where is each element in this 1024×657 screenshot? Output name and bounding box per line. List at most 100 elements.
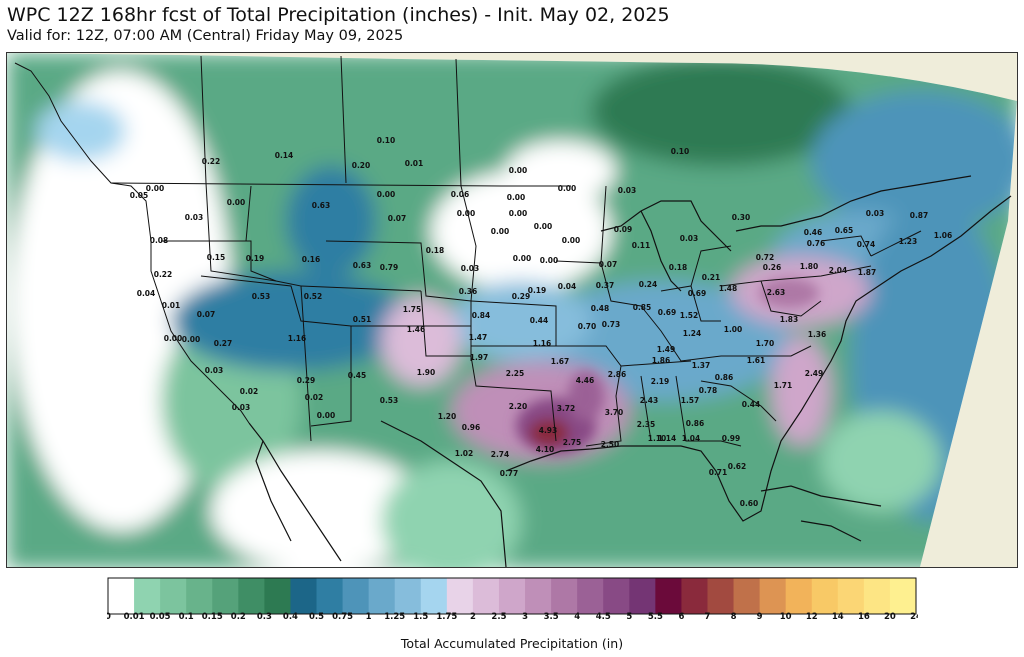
precip-value-label: 2.74 xyxy=(491,450,510,459)
precip-value-label: 0.05 xyxy=(130,191,149,200)
colorbar-tick-label: 1.75 xyxy=(436,612,457,620)
colorbar-swatch xyxy=(733,578,761,614)
precip-value-label: 0.86 xyxy=(686,419,705,428)
precip-value-label: 0.69 xyxy=(688,289,707,298)
precip-value-label: 0.71 xyxy=(709,468,728,477)
precip-value-label: 0.29 xyxy=(512,292,531,301)
precip-value-label: 2.63 xyxy=(767,288,786,297)
precip-value-label: 0.99 xyxy=(722,434,741,443)
precip-value-label: 0.00 xyxy=(509,209,528,218)
colorbar-swatch xyxy=(108,578,135,614)
state-borders xyxy=(14,55,922,447)
precip-value-label: 0.00 xyxy=(540,256,559,265)
precip-value-label: 0.07 xyxy=(197,310,216,319)
precip-value-label: 4.93 xyxy=(539,426,558,435)
precip-value-label: 0.96 xyxy=(462,423,481,432)
colorbar-tick-label: 20 xyxy=(884,612,896,620)
precip-value-label: 0.07 xyxy=(599,260,618,269)
precip-value-label: 0.19 xyxy=(528,286,547,295)
precip-value-label: 0.00 xyxy=(146,184,165,193)
precip-value-label: 0.00 xyxy=(562,236,581,245)
colorbar-tick-label: 9 xyxy=(757,612,763,620)
precip-value-label: 1.67 xyxy=(551,357,570,366)
precip-value-label: 0.65 xyxy=(835,226,854,235)
precip-value-label: 1.37 xyxy=(692,361,711,370)
colorbar-swatch xyxy=(316,578,344,614)
precip-value-label: 0.00 xyxy=(164,334,183,343)
precip-value-label: 0.00 xyxy=(509,166,528,175)
precip-value-label: 0.03 xyxy=(205,366,224,375)
colorbar-tick-label: 10 xyxy=(780,612,792,620)
colorbar-tick-label: 0.4 xyxy=(283,612,298,620)
precip-value-label: 0.11 xyxy=(632,241,651,250)
precip-value-label: 1.86 xyxy=(652,356,671,365)
precip-value-label: 0.73 xyxy=(602,320,621,329)
precip-value-label: 0.63 xyxy=(312,201,331,210)
precip-value-label: 1.14 xyxy=(658,434,677,443)
colorbar-swatch xyxy=(863,578,891,614)
colorbar-tick-label: 4.5 xyxy=(596,612,611,620)
precip-value-label: 2.04 xyxy=(829,266,848,275)
colorbar-tick-label: 16 xyxy=(858,612,870,620)
precip-value-label: 0.03 xyxy=(232,403,251,412)
colorbar-swatch xyxy=(837,578,865,614)
precip-value-label: 0.10 xyxy=(377,136,396,145)
colorbar-tick-label: 0.15 xyxy=(202,612,223,620)
precip-value-label: 0.00 xyxy=(182,335,201,344)
precip-value-label: 0.48 xyxy=(591,304,610,313)
precip-value-label: 1.24 xyxy=(683,329,702,338)
precip-value-label: 0.22 xyxy=(154,270,173,279)
colorbar-swatch xyxy=(394,578,422,614)
precip-value-label: 0.01 xyxy=(162,301,181,310)
precip-value-label: 0.09 xyxy=(614,225,633,234)
colorbar-tick-label: 6 xyxy=(678,612,684,620)
colorbar-swatch xyxy=(160,578,187,614)
precip-value-label: 1.04 xyxy=(682,434,701,443)
precipitation-value-labels: 0.100.220.140.20 0.010.100.000.00 0.030.00… xyxy=(130,136,953,508)
precip-value-label: 1.80 xyxy=(800,262,819,271)
precip-value-label: 0.72 xyxy=(756,253,775,262)
colorbar-swatch xyxy=(290,578,318,614)
precip-value-label: 0.24 xyxy=(639,280,658,289)
colorbar-swatch xyxy=(368,578,396,614)
precip-value-label: 0.01 xyxy=(405,159,424,168)
precip-value-label: 1.57 xyxy=(681,396,700,405)
precip-value-label: 0.53 xyxy=(252,292,271,301)
precip-value-label: 3.70 xyxy=(605,408,624,417)
colorbar-tick-label: 1.5 xyxy=(413,612,428,620)
precip-value-label: 0.44 xyxy=(530,316,549,325)
colorbar-swatch xyxy=(472,578,500,614)
precip-value-label: 2.75 xyxy=(563,438,582,447)
precip-value-label: 0.16 xyxy=(302,255,321,264)
colorbar-swatch xyxy=(264,578,291,614)
precip-value-label: 0.14 xyxy=(275,151,294,160)
precip-value-label: 0.04 xyxy=(137,289,156,298)
colorbar-label: Total Accumulated Precipitation (in) xyxy=(400,636,624,651)
precip-value-label: 0.03 xyxy=(618,186,637,195)
precip-value-label: 1.70 xyxy=(756,339,775,348)
precip-value-label: 0.03 xyxy=(461,264,480,273)
precip-value-label: 0.84 xyxy=(472,311,491,320)
precip-value-label: 0.08 xyxy=(150,236,169,245)
colorbar-tick-label: 2 xyxy=(470,612,476,620)
colorbar-tick-label: 0.3 xyxy=(257,612,272,620)
precip-value-label: 0.26 xyxy=(763,263,782,272)
precip-value-label: 0.76 xyxy=(807,239,826,248)
precip-value-label: 1.52 xyxy=(680,311,699,320)
precip-value-label: 1.16 xyxy=(533,339,552,348)
colorbar-tick-label: 3.5 xyxy=(544,612,559,620)
precip-value-label: 0.29 xyxy=(297,376,316,385)
precip-value-label: 1.97 xyxy=(470,353,489,362)
precip-value-label: 0.10 xyxy=(671,147,690,156)
colorbar-swatch xyxy=(785,578,813,614)
colorbar-tick-label: 3 xyxy=(522,612,528,620)
precip-value-label: 1.02 xyxy=(455,449,474,458)
precip-value-label: 0.70 xyxy=(578,322,597,331)
colorbar-swatch xyxy=(498,578,526,614)
precip-value-label: 0.53 xyxy=(380,396,399,405)
colorbar-swatch xyxy=(551,578,578,614)
precip-value-label: 0.79 xyxy=(380,263,399,272)
precip-value-label: 0.20 xyxy=(352,161,371,170)
precip-value-label: 1.23 xyxy=(899,237,918,246)
colorbar-tick-label: 4 xyxy=(574,612,580,620)
